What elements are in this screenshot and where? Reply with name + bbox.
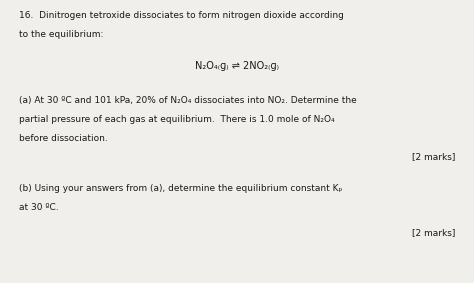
Text: to the equilibrium:: to the equilibrium: — [19, 30, 103, 39]
Text: at 30 ºC.: at 30 ºC. — [19, 203, 59, 212]
Text: partial pressure of each gas at equilibrium.  There is 1.0 mole of N₂O₄: partial pressure of each gas at equilibr… — [19, 115, 335, 124]
Text: before dissociation.: before dissociation. — [19, 134, 108, 143]
Text: [2 marks]: [2 marks] — [411, 152, 455, 161]
Text: (b) Using your answers from (a), determine the equilibrium constant Kₚ: (b) Using your answers from (a), determi… — [19, 184, 342, 193]
Text: (a) At 30 ºC and 101 kPa, 20% of N₂O₄ dissociates into NO₂. Determine the: (a) At 30 ºC and 101 kPa, 20% of N₂O₄ di… — [19, 96, 357, 105]
Text: [2 marks]: [2 marks] — [411, 228, 455, 237]
Text: N₂O₄₍ɡ₎ ⇌ 2NO₂₍ɡ₎: N₂O₄₍ɡ₎ ⇌ 2NO₂₍ɡ₎ — [195, 61, 279, 71]
Text: 16.  Dinitrogen tetroxide dissociates to form nitrogen dioxide according: 16. Dinitrogen tetroxide dissociates to … — [19, 11, 344, 20]
